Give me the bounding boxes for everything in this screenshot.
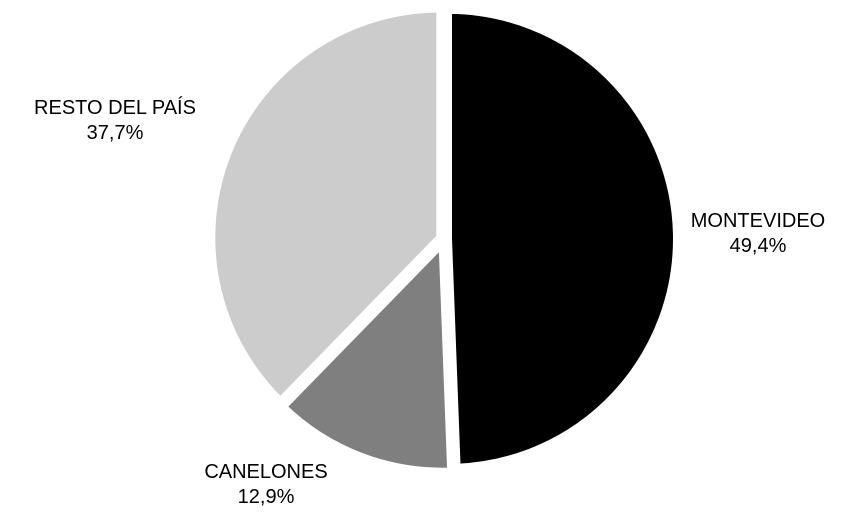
label-montevideo-value: 49,4% [730, 235, 787, 257]
pie-slice-resto-del-pa-s [207, 4, 445, 408]
label-montevideo-name: MONTEVIDEO [691, 210, 825, 232]
label-resto-value: 37,7% [87, 122, 144, 144]
pie-slice-montevideo [443, 5, 681, 472]
pie-slice-canelones [277, 233, 456, 476]
label-canelones-name: CANELONES [204, 461, 327, 483]
label-resto-name: RESTO DEL PAÍS [34, 96, 196, 119]
pie-slices [207, 4, 681, 476]
label-canelones-value: 12,9% [238, 486, 295, 508]
